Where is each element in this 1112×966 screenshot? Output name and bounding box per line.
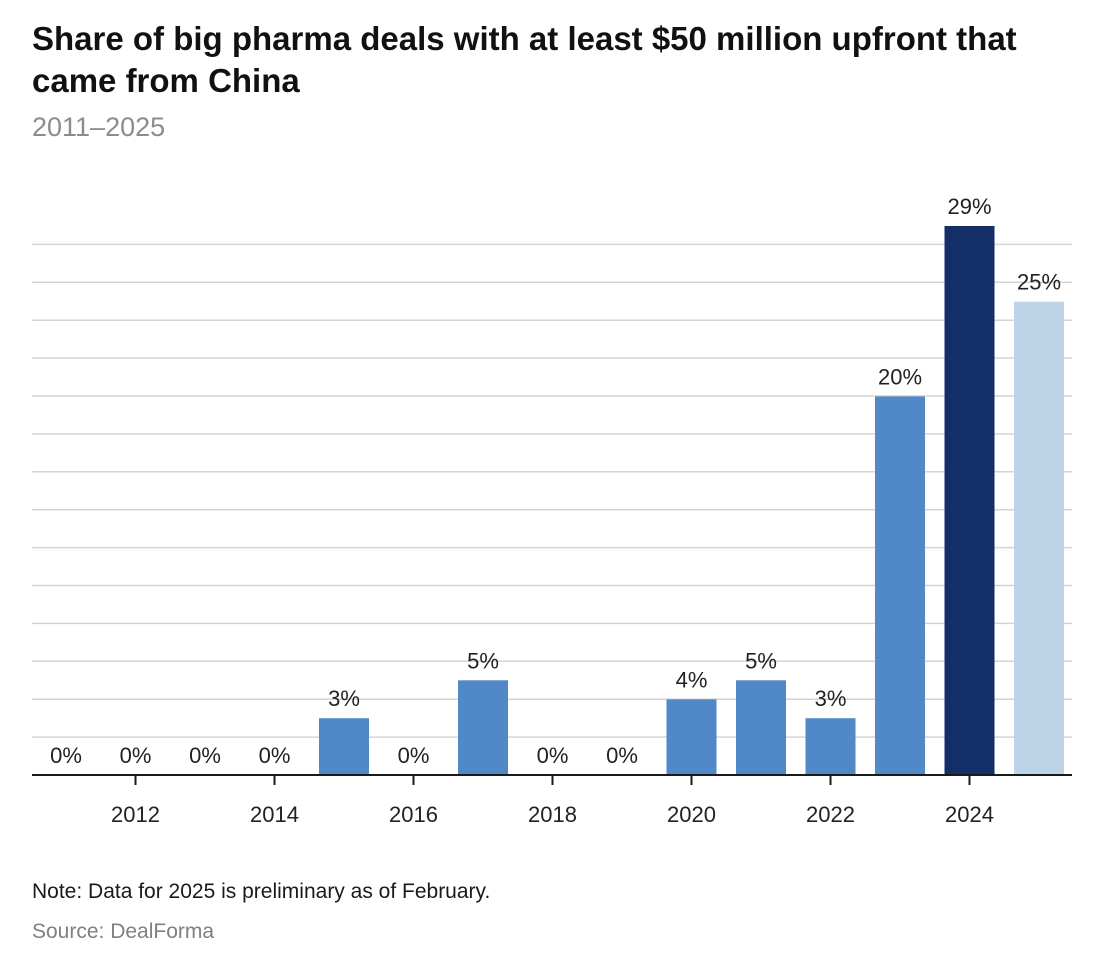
data-label-2023: 20% [878, 364, 922, 389]
data-label-2014: 0% [259, 743, 291, 768]
bar-2017 [458, 680, 508, 775]
chart-note: Note: Data for 2025 is preliminary as of… [32, 880, 491, 903]
x-tick-label-2012: 2012 [111, 802, 160, 827]
data-label-2025: 25% [1017, 270, 1061, 295]
data-label-2011: 0% [50, 743, 82, 768]
chart-title: Share of big pharma deals with at least … [32, 20, 1017, 99]
x-tick-label-2018: 2018 [528, 802, 577, 827]
data-label-2022: 3% [815, 686, 847, 711]
data-label-2013: 0% [189, 743, 221, 768]
data-label-2020: 4% [676, 667, 708, 692]
chart-subtitle: 2011–2025 [32, 112, 166, 142]
bars [319, 226, 1064, 775]
data-label-2012: 0% [120, 743, 152, 768]
data-label-2016: 0% [398, 743, 430, 768]
bar-2023 [875, 396, 925, 775]
x-axis: 2012 2014 2016 2018 2020 2022 2024 [32, 774, 1072, 827]
data-label-2018: 0% [537, 743, 569, 768]
x-tick-label-2016: 2016 [389, 802, 438, 827]
bar-2020 [666, 699, 717, 775]
bar-2021 [736, 680, 786, 775]
data-labels: 0% 0% 0% 0% 3% 0% 5% 0% 0% 4% 5% 3% 20% 29% 25% [50, 194, 1061, 768]
x-tick-label-2020: 2020 [667, 802, 716, 827]
bar-2024 [944, 226, 995, 775]
x-tick-label-2014: 2014 [250, 802, 299, 827]
bar-2015 [319, 718, 369, 775]
x-tick-label-2022: 2022 [806, 802, 855, 827]
data-label-2017: 5% [467, 648, 499, 673]
data-label-2019: 0% [606, 743, 638, 768]
data-label-2024: 29% [947, 194, 991, 219]
x-tick-label-2024: 2024 [945, 802, 994, 827]
data-label-2015: 3% [328, 686, 360, 711]
data-label-2021: 5% [745, 648, 777, 673]
bar-2025 [1014, 301, 1064, 775]
chart-plot: 0% 0% 0% 0%3%0%5%0% 0%4%5%3%20%29%25% 2012 20… [32, 194, 1072, 827]
bar-2022 [805, 718, 856, 775]
chart-source: Source: DealForma [32, 920, 215, 943]
